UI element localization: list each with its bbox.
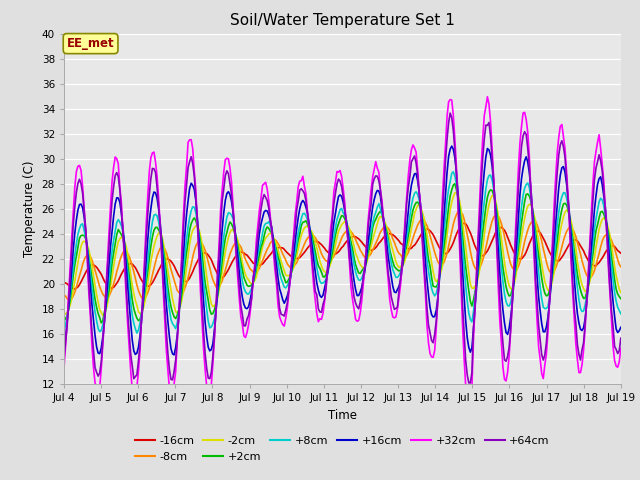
Line: +32cm: +32cm xyxy=(64,97,621,407)
Title: Soil/Water Temperature Set 1: Soil/Water Temperature Set 1 xyxy=(230,13,455,28)
+16cm xyxy=(305,220,313,226)
+8cm xyxy=(617,311,625,317)
+2cm xyxy=(246,283,254,289)
-2cm xyxy=(305,225,313,231)
+8cm xyxy=(246,289,254,295)
Line: +16cm: +16cm xyxy=(64,146,621,355)
+64cm xyxy=(303,210,311,216)
-8cm xyxy=(255,265,263,271)
+16cm xyxy=(129,337,136,343)
+2cm xyxy=(255,252,263,257)
+2cm xyxy=(60,317,68,323)
+32cm xyxy=(244,322,252,328)
+2cm xyxy=(130,306,138,312)
+8cm xyxy=(129,312,136,318)
+2cm xyxy=(617,296,625,301)
+32cm xyxy=(303,210,311,216)
-16cm xyxy=(459,220,467,226)
+8cm xyxy=(133,330,141,336)
+16cm xyxy=(589,224,596,230)
+8cm xyxy=(60,326,68,332)
-16cm xyxy=(305,243,313,249)
Text: EE_met: EE_met xyxy=(67,37,115,50)
-16cm xyxy=(228,261,236,266)
+16cm xyxy=(448,143,456,149)
-8cm xyxy=(130,269,138,275)
-2cm xyxy=(246,280,254,286)
+8cm xyxy=(305,222,313,228)
+32cm xyxy=(484,94,492,100)
-16cm xyxy=(60,280,68,286)
+16cm xyxy=(228,198,236,204)
-2cm xyxy=(617,289,625,295)
-8cm xyxy=(67,298,74,303)
+32cm xyxy=(465,404,473,409)
X-axis label: Time: Time xyxy=(328,408,357,421)
-8cm xyxy=(617,264,625,270)
-2cm xyxy=(228,227,236,233)
+64cm xyxy=(254,232,262,238)
+64cm xyxy=(465,380,473,386)
-16cm xyxy=(71,286,79,292)
Line: +2cm: +2cm xyxy=(64,184,621,323)
+64cm xyxy=(129,363,136,369)
Line: +8cm: +8cm xyxy=(64,172,621,333)
-2cm xyxy=(589,264,596,270)
-2cm xyxy=(452,190,460,196)
Line: -8cm: -8cm xyxy=(64,211,621,300)
+32cm xyxy=(617,346,625,351)
-8cm xyxy=(589,271,596,277)
-2cm xyxy=(255,260,263,265)
+16cm xyxy=(617,324,625,330)
-16cm xyxy=(255,263,263,268)
+2cm xyxy=(305,226,313,231)
Line: -2cm: -2cm xyxy=(64,193,621,315)
-8cm xyxy=(60,292,68,298)
+32cm xyxy=(254,223,262,228)
-8cm xyxy=(228,247,236,253)
-2cm xyxy=(60,310,68,316)
+64cm xyxy=(617,336,625,341)
Y-axis label: Temperature (C): Temperature (C) xyxy=(23,160,36,257)
+32cm xyxy=(589,181,596,187)
-2cm xyxy=(130,291,138,297)
+32cm xyxy=(129,386,136,392)
-16cm xyxy=(246,256,254,262)
-8cm xyxy=(305,234,313,240)
Line: +64cm: +64cm xyxy=(64,113,621,383)
+64cm xyxy=(589,198,596,204)
-8cm xyxy=(246,266,254,272)
+8cm xyxy=(255,245,263,251)
-8cm xyxy=(456,208,463,214)
+2cm xyxy=(228,221,236,227)
+16cm xyxy=(255,231,263,237)
-16cm xyxy=(589,262,596,268)
-16cm xyxy=(130,263,138,269)
+8cm xyxy=(449,169,457,175)
+64cm xyxy=(60,355,68,361)
+16cm xyxy=(246,298,254,303)
+64cm xyxy=(244,312,252,318)
-16cm xyxy=(617,250,625,256)
+32cm xyxy=(226,165,234,171)
Legend: -16cm, -8cm, -2cm, +2cm, +8cm, +16cm, +32cm, +64cm: -16cm, -8cm, -2cm, +2cm, +8cm, +16cm, +3… xyxy=(131,432,554,466)
+8cm xyxy=(589,240,596,245)
+64cm xyxy=(446,110,454,116)
+16cm xyxy=(170,352,178,358)
+2cm xyxy=(97,320,105,326)
+16cm xyxy=(60,342,68,348)
+2cm xyxy=(451,181,459,187)
-2cm xyxy=(99,312,107,318)
+64cm xyxy=(226,180,234,186)
Line: -16cm: -16cm xyxy=(64,223,621,289)
+2cm xyxy=(589,252,596,257)
+8cm xyxy=(228,212,236,218)
+32cm xyxy=(60,365,68,371)
